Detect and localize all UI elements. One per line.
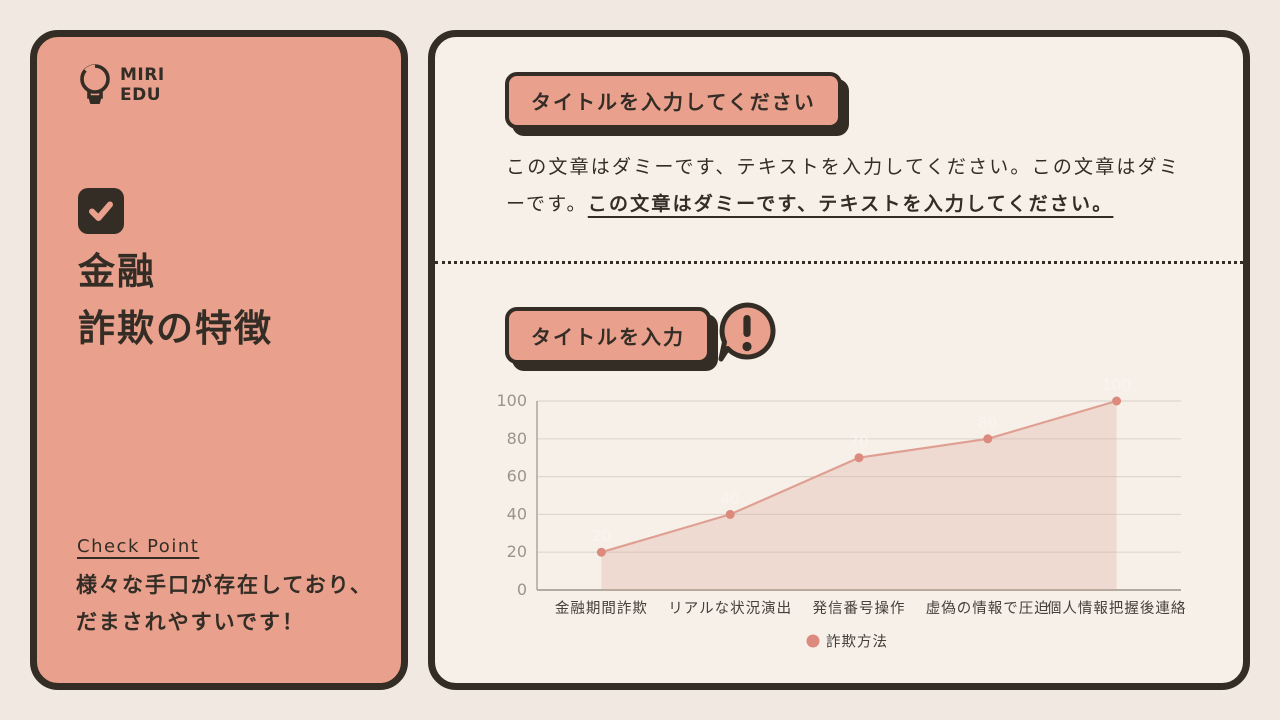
brand-name: MIRI EDU [120,65,165,105]
page-title: 金融 詐欺の特徴 [78,243,273,358]
brand-logo: MIRI EDU [76,62,165,110]
lightbulb-icon [80,64,110,104]
data-label: 70 [849,433,868,451]
y-tick-label: 80 [507,429,527,448]
page-title-line1: 金融 [78,250,156,293]
dotted-divider [435,261,1243,264]
body-emphasized-text: この文章はダミーです、テキストを入力してください。 [587,193,1114,216]
data-point [1112,396,1122,406]
section1-title-box[interactable]: タイトルを入力してください [505,72,842,129]
exclamation-bubble-icon [718,302,776,362]
note-line1: 様々な手口が存在しており、 [76,573,373,597]
area-fill [601,401,1117,590]
data-point [854,453,864,463]
check-point-note: 様々な手口が存在しており、 だまされやすいです！ [76,567,373,641]
legend-marker [806,634,820,648]
note-line2: だまされやすいです！ [76,609,305,634]
content-panel: タイトルを入力してください この文章はダミーです、テキストを入力してください。こ… [428,30,1250,690]
data-label: 80 [978,414,997,432]
left-panel: MIRI EDU 金融 詐欺の特徴 Check Point 様々な手口が存在して… [30,30,408,690]
page-title-line2: 詐欺の特徴 [78,307,273,351]
data-label: 100 [1102,376,1131,394]
checkbox-icon [78,188,124,234]
fraud-methods-chart: 0 20 40 60 80 100 20 金融期間詐欺 40 リアルな状況演出 70 発信番号操作 80… [496,376,1187,651]
y-tick-label: 0 [517,580,527,599]
section2-title-box[interactable]: タイトルを入力 [505,307,711,364]
x-tick-label: 発信番号操作 [813,600,906,617]
x-tick-label: 個人情報把握後連絡 [1047,600,1187,617]
check-point-link[interactable]: Check Point [77,536,200,557]
data-point [983,434,993,444]
y-tick-label: 100 [496,391,527,410]
body-normal-text: この文章はダミーです、テキストを入力してください。この文章はダミーです。 [506,156,1181,216]
x-tick-label: 虚偽の情報で圧迫 [926,600,1050,617]
y-tick-label: 40 [507,504,527,523]
x-tick-label: 金融期間詐欺 [555,600,648,617]
data-label: 40 [721,489,740,507]
data-point [725,509,735,519]
data-point [596,547,606,557]
x-tick-label: リアルな状況演出 [668,600,792,617]
data-label: 20 [592,527,611,545]
section1-body-text: この文章はダミーです、テキストを入力してください。この文章はダミーです。この文章… [506,149,1198,223]
y-tick-label: 60 [507,467,527,486]
y-tick-label: 20 [507,542,527,561]
legend-label: 詐欺方法 [826,634,888,651]
